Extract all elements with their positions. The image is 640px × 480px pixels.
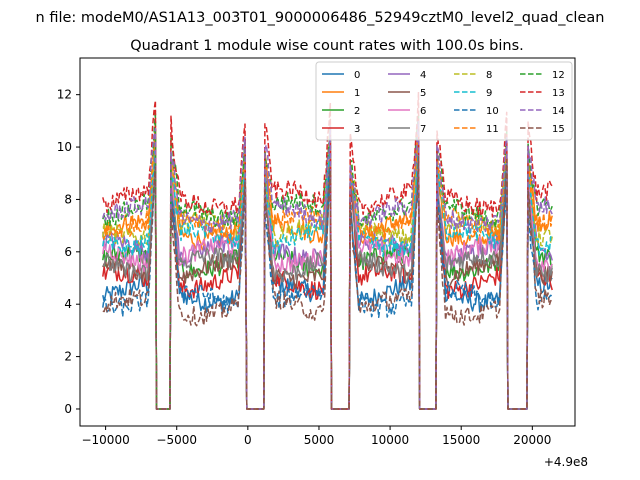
series-line-1 xyxy=(102,129,553,410)
x-tick-label: 15000 xyxy=(442,433,480,447)
series-line-13 xyxy=(102,91,553,410)
x-tick-label: 10000 xyxy=(371,433,409,447)
legend-label-0: 0 xyxy=(354,70,360,81)
legend-label-12: 12 xyxy=(552,70,565,81)
y-tick-label: 4 xyxy=(64,297,72,311)
chart-title: Quadrant 1 module wise count rates with … xyxy=(130,38,524,54)
series-line-3 xyxy=(102,137,553,410)
x-tick-label: −10000 xyxy=(81,433,129,447)
x-axis: −10000 −5000 0 5000 10000 15000 20000 xyxy=(81,426,551,447)
legend-label-7: 7 xyxy=(420,124,426,135)
series-line-14 xyxy=(102,120,553,410)
legend-label-3: 3 xyxy=(354,124,360,135)
series-line-15 xyxy=(102,155,553,410)
y-axis: 0 2 4 6 8 10 12 xyxy=(57,88,80,416)
legend-label-15: 15 xyxy=(552,124,565,135)
legend-label-9: 9 xyxy=(486,88,492,99)
legend-label-6: 6 xyxy=(420,106,426,117)
x-tick-label: 20000 xyxy=(513,433,551,447)
y-tick-label: 0 xyxy=(64,402,72,416)
figure-suptitle: n file: modeM0/AS1A13_003T01_9000006486_… xyxy=(36,10,605,26)
x-axis-offset-label: +4.9e8 xyxy=(544,455,588,469)
series-layer xyxy=(102,91,553,410)
y-tick-label: 8 xyxy=(64,192,72,206)
series-line-7 xyxy=(102,154,553,410)
x-tick-label: −5000 xyxy=(156,433,197,447)
x-tick-label: 5000 xyxy=(304,433,335,447)
y-tick-label: 6 xyxy=(64,245,72,259)
series-line-12 xyxy=(102,110,553,410)
legend-box xyxy=(315,61,573,141)
legend-label-1: 1 xyxy=(354,88,360,99)
x-tick-label: 0 xyxy=(244,433,252,447)
legend-label-13: 13 xyxy=(552,88,565,99)
legend-label-4: 4 xyxy=(420,70,426,81)
y-tick-label: 2 xyxy=(64,350,72,364)
axes-frame xyxy=(79,57,576,427)
y-tick-label: 10 xyxy=(57,140,72,154)
legend-label-11: 11 xyxy=(486,124,499,135)
legend-label-8: 8 xyxy=(486,70,492,81)
legend-label-10: 10 xyxy=(486,106,499,117)
series-line-10 xyxy=(102,154,553,410)
legend-label-14: 14 xyxy=(552,106,565,117)
y-tick-label: 12 xyxy=(57,88,72,102)
legend-label-5: 5 xyxy=(420,88,426,99)
legend-label-2: 2 xyxy=(354,106,360,117)
